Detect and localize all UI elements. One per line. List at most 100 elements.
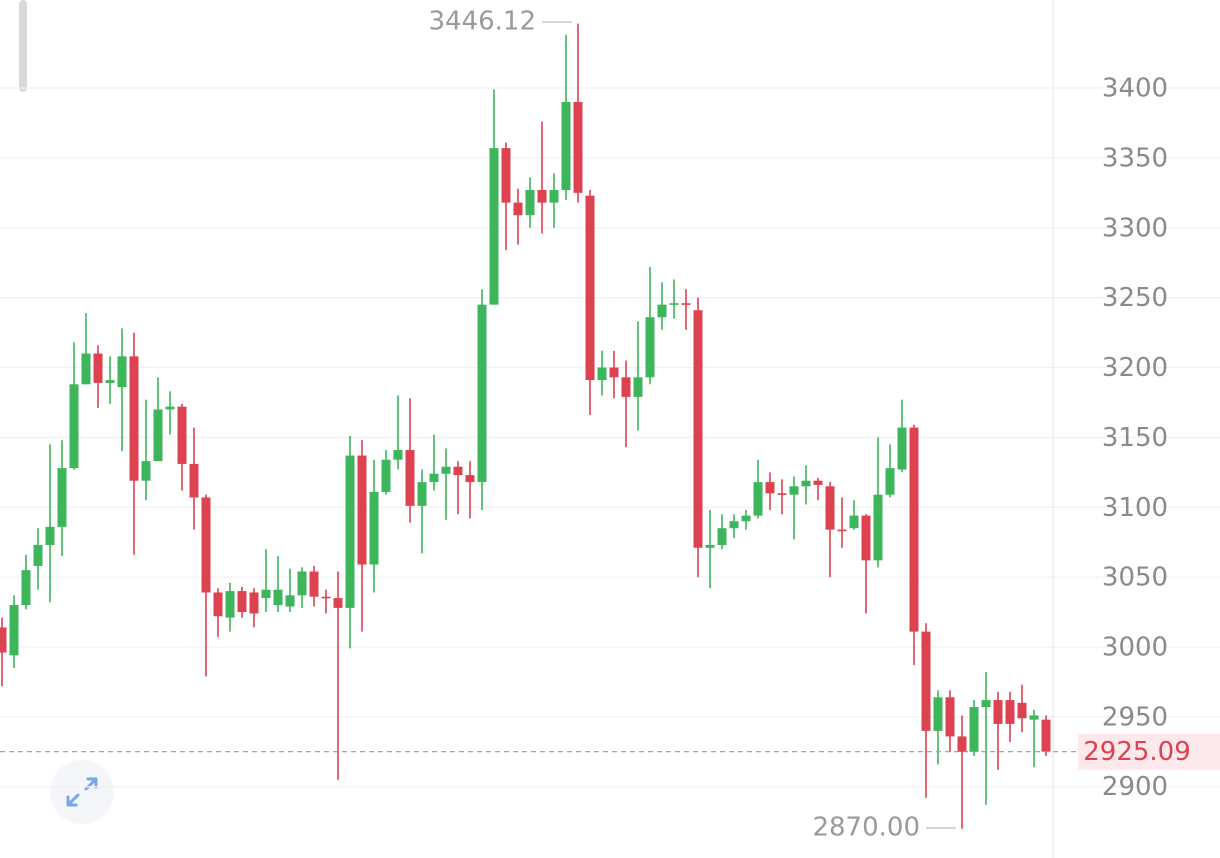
candle-body [153,409,163,462]
candle-body [165,406,175,410]
candle-body [381,459,391,492]
y-tick-label: 3150 [1102,423,1168,453]
candle-body [81,353,91,385]
candle-body [1005,700,1015,724]
candle-body [273,589,283,606]
candle-body [849,515,859,529]
candle-body [693,310,703,548]
scrollbar[interactable] [19,0,27,92]
candle-body [0,627,7,653]
candle-body [537,190,547,203]
candle-body [285,595,295,607]
candle-body [669,303,679,305]
candle-body [813,480,823,485]
candle-body [357,455,367,565]
candle-body [453,466,463,476]
candle-body [417,482,427,506]
candle-body [261,589,271,599]
candle-body [501,148,511,203]
candle-body [213,592,223,617]
candle-body [1017,702,1027,719]
candle-body [9,605,19,656]
candle-body [369,491,379,565]
y-tick-label: 3100 [1102,493,1168,523]
candle-body [777,493,787,495]
candle-body [33,544,43,566]
candle-body [429,473,439,483]
candle-body [309,571,319,597]
candle-body [885,468,895,495]
last-price-badge [1078,733,1220,770]
candle-body [729,521,739,529]
candle-body [921,631,931,731]
candle-body [633,377,643,397]
candle-body [1041,719,1051,752]
candle-body [573,102,583,193]
candle-body [801,480,811,487]
candle-body [585,195,595,381]
candle-body [945,697,955,737]
y-tick-label: 3050 [1102,563,1168,593]
candle-body [621,377,631,397]
candle-body [765,482,775,494]
candle-body [933,697,943,731]
candle-body [957,736,967,752]
candle-body [57,468,67,527]
last-price-label: 2925.09 [1083,737,1191,767]
candle-body [477,304,487,483]
y-tick-label: 3300 [1102,213,1168,243]
candle-body [681,303,691,305]
candle-body [1029,715,1039,720]
candle-body [441,466,451,474]
y-tick-label: 3400 [1102,74,1168,104]
y-tick-label: 2950 [1102,702,1168,732]
candle-body [753,482,763,516]
candle-body [141,461,151,481]
candle-body [93,353,103,383]
candle-body [465,475,475,483]
candle-body [189,463,199,498]
candle-body [789,486,799,495]
candle-body [105,380,115,383]
candle-body [561,102,571,191]
candle-body [897,427,907,470]
candle-body [393,449,403,460]
candle-body [405,449,415,506]
y-tick-label: 2900 [1102,772,1168,802]
candle-body [597,367,607,381]
candle-body [321,596,331,599]
candle-body [489,148,499,305]
candle-body [345,455,355,608]
candle-body [993,700,1003,724]
max-label: 3446.12 [428,7,536,37]
candle-body [237,591,247,613]
candle-body [969,707,979,752]
candle-body [249,592,259,614]
candle-body [297,571,307,596]
candle-body [873,494,883,561]
candle-body [129,356,139,481]
candle-body [117,356,127,388]
candle-body [861,515,871,561]
candle-body [549,190,559,203]
candle-body [333,598,343,608]
candle-body [645,317,655,378]
y-tick-label: 3350 [1102,143,1168,173]
y-tick-label: 3200 [1102,353,1168,383]
candle-body [69,384,79,469]
candle-body [825,486,835,530]
candle-body [741,515,751,522]
candle-body [513,202,523,216]
candle-body [609,367,619,378]
candle-body [201,497,211,593]
min-label: 2870.00 [812,813,920,843]
candle-body [717,528,727,545]
candle-body [45,526,55,545]
candle-body [981,700,991,708]
expand-button[interactable] [50,760,114,824]
candle-body [705,544,715,548]
candle-body [525,190,535,216]
